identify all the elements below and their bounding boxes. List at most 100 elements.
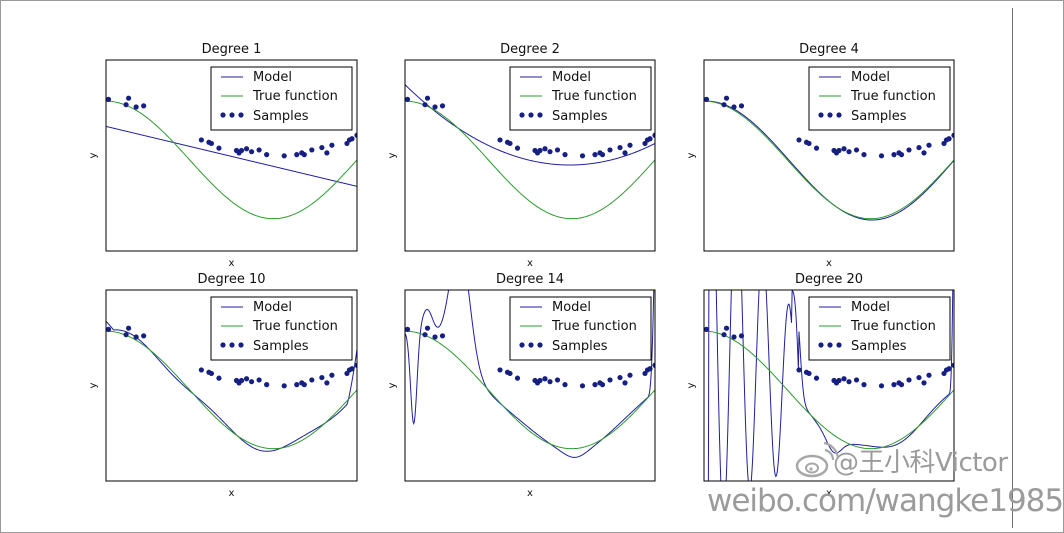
subplot-title: Degree 20 xyxy=(795,272,863,287)
true-function-curve xyxy=(704,330,954,450)
frame-divider xyxy=(1012,8,1013,528)
sample-point xyxy=(507,370,513,377)
sample-point xyxy=(951,132,954,138)
sample-point xyxy=(354,132,357,138)
sample-point xyxy=(324,380,330,386)
sample-point xyxy=(627,372,633,378)
legend-samples-marker xyxy=(836,112,842,118)
sample-point xyxy=(141,333,147,339)
sample-point xyxy=(542,376,548,382)
x-axis-label: x xyxy=(826,488,832,499)
model-curve xyxy=(106,125,357,187)
legend-label: True function xyxy=(850,319,936,334)
sample-point xyxy=(319,374,325,381)
sample-point xyxy=(349,366,355,372)
sample-point xyxy=(622,380,628,386)
sample-point xyxy=(324,150,330,156)
legend-label: True function xyxy=(252,319,338,334)
sample-point xyxy=(652,132,655,138)
sample-point xyxy=(813,375,820,381)
sample-point xyxy=(554,377,561,383)
sample-point xyxy=(607,147,613,153)
legend: Model True function Samples xyxy=(808,296,951,361)
sample-point xyxy=(216,145,222,151)
sample-point xyxy=(405,326,411,332)
legend-samples-marker xyxy=(238,112,244,118)
sample-point xyxy=(562,382,568,388)
sample-point xyxy=(946,136,952,142)
x-axis-label: x xyxy=(229,488,235,499)
sample-point xyxy=(647,136,653,142)
sample-point xyxy=(891,152,897,158)
sample-point xyxy=(198,367,204,373)
sample-point xyxy=(208,140,215,147)
legend-samples-marker xyxy=(519,342,525,348)
sample-point xyxy=(916,144,922,151)
sample-point xyxy=(125,95,132,101)
axes-frame xyxy=(404,59,656,252)
legend-samples-marker xyxy=(519,112,525,118)
subplot-title: Degree 14 xyxy=(496,272,564,287)
sample-point xyxy=(841,146,847,152)
legend-samples-marker xyxy=(528,112,534,118)
axes-frame xyxy=(404,289,656,482)
sample-point xyxy=(238,147,245,154)
sample-point xyxy=(846,379,852,385)
legend-label: True function xyxy=(252,89,338,104)
sample-point xyxy=(853,147,860,153)
legend-label: Samples xyxy=(253,109,309,124)
sample-point xyxy=(841,376,847,382)
legend-label: Samples xyxy=(851,109,907,124)
sample-point xyxy=(853,377,860,383)
legend-label: Model xyxy=(851,300,890,315)
sample-point xyxy=(861,382,867,388)
sample-point xyxy=(721,332,727,338)
legend-samples-marker xyxy=(827,342,833,348)
sample-point xyxy=(123,332,129,338)
x-axis-label: x xyxy=(527,258,533,269)
sample-point xyxy=(926,372,932,378)
sample-point xyxy=(349,136,355,142)
legend-samples-marker xyxy=(827,112,833,118)
true-function-curve xyxy=(405,100,655,220)
legend-label: True function xyxy=(551,319,637,334)
legend-label: True function xyxy=(850,89,936,104)
sample-point xyxy=(898,382,905,388)
sample-point xyxy=(354,362,357,368)
sample-point xyxy=(422,102,428,108)
watermark-handle: @王小科Victor xyxy=(833,448,1008,478)
sample-point xyxy=(238,377,245,384)
sample-point xyxy=(198,137,204,143)
sample-point xyxy=(424,95,431,101)
sample-point xyxy=(537,147,543,154)
sample-point xyxy=(921,150,927,156)
sample-point xyxy=(704,96,710,102)
sample-point xyxy=(106,326,112,332)
sample-point xyxy=(537,377,543,384)
watermark-url: weibo.com/wangke1985 xyxy=(707,483,1064,519)
legend-box xyxy=(210,296,353,361)
sample-point xyxy=(514,145,521,151)
legend-samples-marker xyxy=(818,112,824,118)
sample-point xyxy=(946,366,952,372)
axes-frame xyxy=(703,289,955,482)
y-axis-label: y xyxy=(387,382,398,388)
sample-point xyxy=(497,137,503,143)
legend: Model True function Samples xyxy=(808,66,951,131)
subplot-5: Degree 14 x y Model True function Samples xyxy=(387,272,656,499)
sample-point xyxy=(617,374,623,381)
sample-point xyxy=(216,375,222,381)
sample-point xyxy=(627,142,633,148)
sample-point xyxy=(622,150,628,156)
subplot-title: Degree 1 xyxy=(202,42,262,57)
sample-point xyxy=(891,382,897,388)
weibo-watermark: @王小科Victor weibo.com/wangke1985 xyxy=(705,440,1064,530)
sample-point xyxy=(878,383,885,389)
sample-point xyxy=(301,382,307,388)
sample-point xyxy=(599,382,606,388)
sample-point xyxy=(951,362,954,368)
sample-point xyxy=(309,377,315,383)
sample-point xyxy=(806,140,812,147)
y-axis-label: y xyxy=(88,152,99,158)
sample-point xyxy=(309,147,315,153)
